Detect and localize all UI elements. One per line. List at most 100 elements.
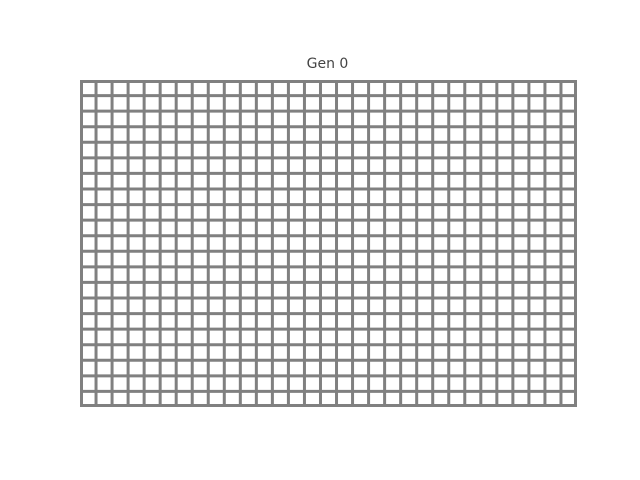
cell-dead[interactable] [448, 173, 465, 189]
cell-dead[interactable] [432, 251, 449, 267]
cell-dead[interactable] [384, 95, 401, 112]
cell-dead[interactable] [528, 95, 545, 112]
cell-dead[interactable] [496, 80, 513, 96]
cell-dead[interactable] [192, 95, 209, 112]
cell-dead[interactable] [240, 111, 257, 127]
cell-dead[interactable] [176, 344, 193, 361]
cell-dead[interactable] [336, 329, 353, 345]
cell-dead[interactable] [272, 95, 289, 112]
cell-dead[interactable] [544, 95, 561, 112]
cell-dead[interactable] [96, 313, 113, 330]
cell-dead[interactable] [448, 282, 465, 298]
cell-dead[interactable] [288, 220, 305, 236]
cell-dead[interactable] [496, 391, 513, 407]
cell-dead[interactable] [112, 282, 129, 298]
cell-dead[interactable] [480, 142, 497, 158]
cell-dead[interactable] [96, 391, 113, 407]
cell-dead[interactable] [160, 375, 177, 392]
cell-dead[interactable] [448, 251, 465, 267]
cell-dead[interactable] [160, 298, 177, 314]
cell-dead[interactable] [240, 95, 257, 112]
cell-dead[interactable] [272, 126, 289, 143]
cell-dead[interactable] [128, 298, 145, 314]
cell-dead[interactable] [480, 360, 497, 376]
cell-dead[interactable] [288, 189, 305, 205]
cell-dead[interactable] [256, 157, 273, 174]
game-board[interactable] [80, 80, 577, 407]
cell-dead[interactable] [80, 126, 97, 143]
cell-dead[interactable] [416, 157, 433, 174]
cell-dead[interactable] [176, 266, 193, 283]
cell-dead[interactable] [224, 95, 241, 112]
cell-dead[interactable] [272, 329, 289, 345]
cell-dead[interactable] [448, 142, 465, 158]
cell-dead[interactable] [288, 298, 305, 314]
cell-dead[interactable] [128, 266, 145, 283]
cell-dead[interactable] [192, 282, 209, 298]
cell-dead[interactable] [128, 360, 145, 376]
cell-dead[interactable] [256, 251, 273, 267]
cell-dead[interactable] [384, 80, 401, 96]
cell-dead[interactable] [384, 189, 401, 205]
cell-dead[interactable] [288, 111, 305, 127]
cell-dead[interactable] [448, 111, 465, 127]
cell-dead[interactable] [192, 126, 209, 143]
cell-dead[interactable] [80, 111, 97, 127]
cell-dead[interactable] [512, 298, 529, 314]
cell-dead[interactable] [512, 111, 529, 127]
cell-dead[interactable] [496, 204, 513, 221]
cell-dead[interactable] [464, 111, 481, 127]
cell-dead[interactable] [304, 266, 321, 283]
cell-dead[interactable] [560, 142, 577, 158]
cell-dead[interactable] [144, 173, 161, 189]
cell-dead[interactable] [272, 220, 289, 236]
cell-dead[interactable] [368, 266, 385, 283]
cell-dead[interactable] [160, 142, 177, 158]
cell-dead[interactable] [192, 235, 209, 252]
cell-dead[interactable] [480, 266, 497, 283]
cell-dead[interactable] [80, 375, 97, 392]
cell-dead[interactable] [208, 282, 225, 298]
cell-dead[interactable] [464, 375, 481, 392]
cell-dead[interactable] [432, 344, 449, 361]
cell-dead[interactable] [464, 344, 481, 361]
cell-dead[interactable] [448, 391, 465, 407]
cell-dead[interactable] [320, 173, 337, 189]
cell-dead[interactable] [176, 360, 193, 376]
cell-dead[interactable] [512, 157, 529, 174]
cell-dead[interactable] [192, 375, 209, 392]
cell-dead[interactable] [448, 220, 465, 236]
cell-dead[interactable] [144, 375, 161, 392]
cell-dead[interactable] [448, 375, 465, 392]
cell-dead[interactable] [368, 329, 385, 345]
cell-dead[interactable] [288, 375, 305, 392]
cell-dead[interactable] [224, 251, 241, 267]
cell-dead[interactable] [400, 204, 417, 221]
cell-dead[interactable] [368, 235, 385, 252]
cell-dead[interactable] [272, 142, 289, 158]
cell-dead[interactable] [464, 313, 481, 330]
cell-dead[interactable] [256, 391, 273, 407]
cell-dead[interactable] [320, 95, 337, 112]
cell-dead[interactable] [384, 235, 401, 252]
cell-dead[interactable] [400, 375, 417, 392]
cell-dead[interactable] [304, 251, 321, 267]
cell-dead[interactable] [256, 220, 273, 236]
cell-dead[interactable] [128, 173, 145, 189]
cell-dead[interactable] [272, 360, 289, 376]
cell-dead[interactable] [544, 80, 561, 96]
cell-dead[interactable] [400, 111, 417, 127]
cell-dead[interactable] [512, 204, 529, 221]
cell-dead[interactable] [112, 266, 129, 283]
cell-dead[interactable] [400, 313, 417, 330]
cell-dead[interactable] [368, 80, 385, 96]
cell-dead[interactable] [256, 142, 273, 158]
cell-dead[interactable] [208, 220, 225, 236]
cell-dead[interactable] [368, 142, 385, 158]
cell-dead[interactable] [112, 251, 129, 267]
cell-dead[interactable] [224, 360, 241, 376]
cell-dead[interactable] [528, 298, 545, 314]
cell-dead[interactable] [80, 173, 97, 189]
cell-dead[interactable] [240, 220, 257, 236]
cell-dead[interactable] [304, 142, 321, 158]
